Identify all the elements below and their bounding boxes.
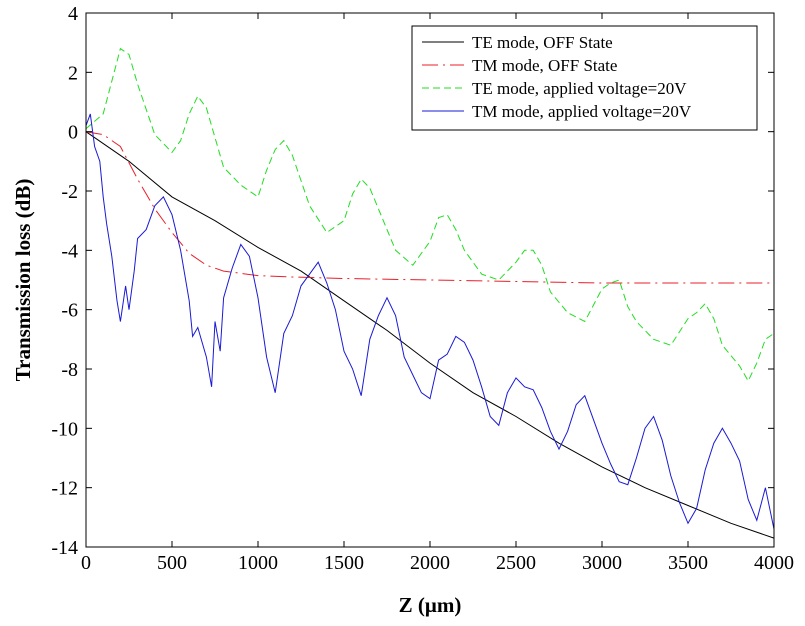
axis-ticks: 0 500 1000 1500 2000 2500 3000 3500 4000 4 2 0 -2 -4 -… bbox=[51, 3, 794, 574]
x-tick-label: 1000 bbox=[238, 552, 278, 574]
x-tick-label: 0 bbox=[81, 552, 91, 574]
series-line-3 bbox=[85, 47, 775, 382]
series-layer bbox=[85, 47, 775, 539]
legend-label-3: TE mode, applied voltage=20V bbox=[472, 79, 687, 98]
y-tick-label: 4 bbox=[68, 3, 78, 25]
legend-label-1: TE mode, OFF State bbox=[472, 33, 613, 52]
series-line-4 bbox=[85, 113, 775, 530]
y-tick-label: -12 bbox=[51, 478, 78, 500]
x-axis-title: Z (μm) bbox=[399, 593, 462, 617]
series-line-1 bbox=[85, 131, 775, 539]
legend-box bbox=[411, 25, 758, 131]
x-tick-label: 3000 bbox=[582, 552, 622, 574]
y-tick-label: -8 bbox=[61, 359, 78, 381]
x-tick-label: 4000 bbox=[754, 552, 794, 574]
y-tick-label: -10 bbox=[51, 418, 78, 440]
y-tick-label: 2 bbox=[68, 62, 78, 84]
x-tick-label: 2500 bbox=[496, 552, 536, 574]
y-tick-label: -14 bbox=[51, 537, 78, 559]
legend: TE mode, OFF State TM mode, OFF State TE m… bbox=[411, 25, 758, 131]
x-tick-label: 3500 bbox=[668, 552, 708, 574]
legend-label-2: TM mode, OFF State bbox=[472, 56, 617, 75]
y-tick-label: -2 bbox=[61, 181, 78, 203]
y-tick-label: 0 bbox=[68, 122, 78, 144]
x-tick-label: 500 bbox=[157, 552, 187, 574]
x-tick-label: 1500 bbox=[324, 552, 364, 574]
x-tick-label: 2000 bbox=[410, 552, 450, 574]
legend-label-4: TM mode, applied voltage=20V bbox=[472, 102, 692, 121]
series-line-2 bbox=[85, 131, 774, 284]
y-axis-title: Transmission loss (dB) bbox=[11, 179, 35, 382]
y-tick-label: -4 bbox=[61, 240, 78, 262]
y-tick-label: -6 bbox=[61, 300, 78, 322]
